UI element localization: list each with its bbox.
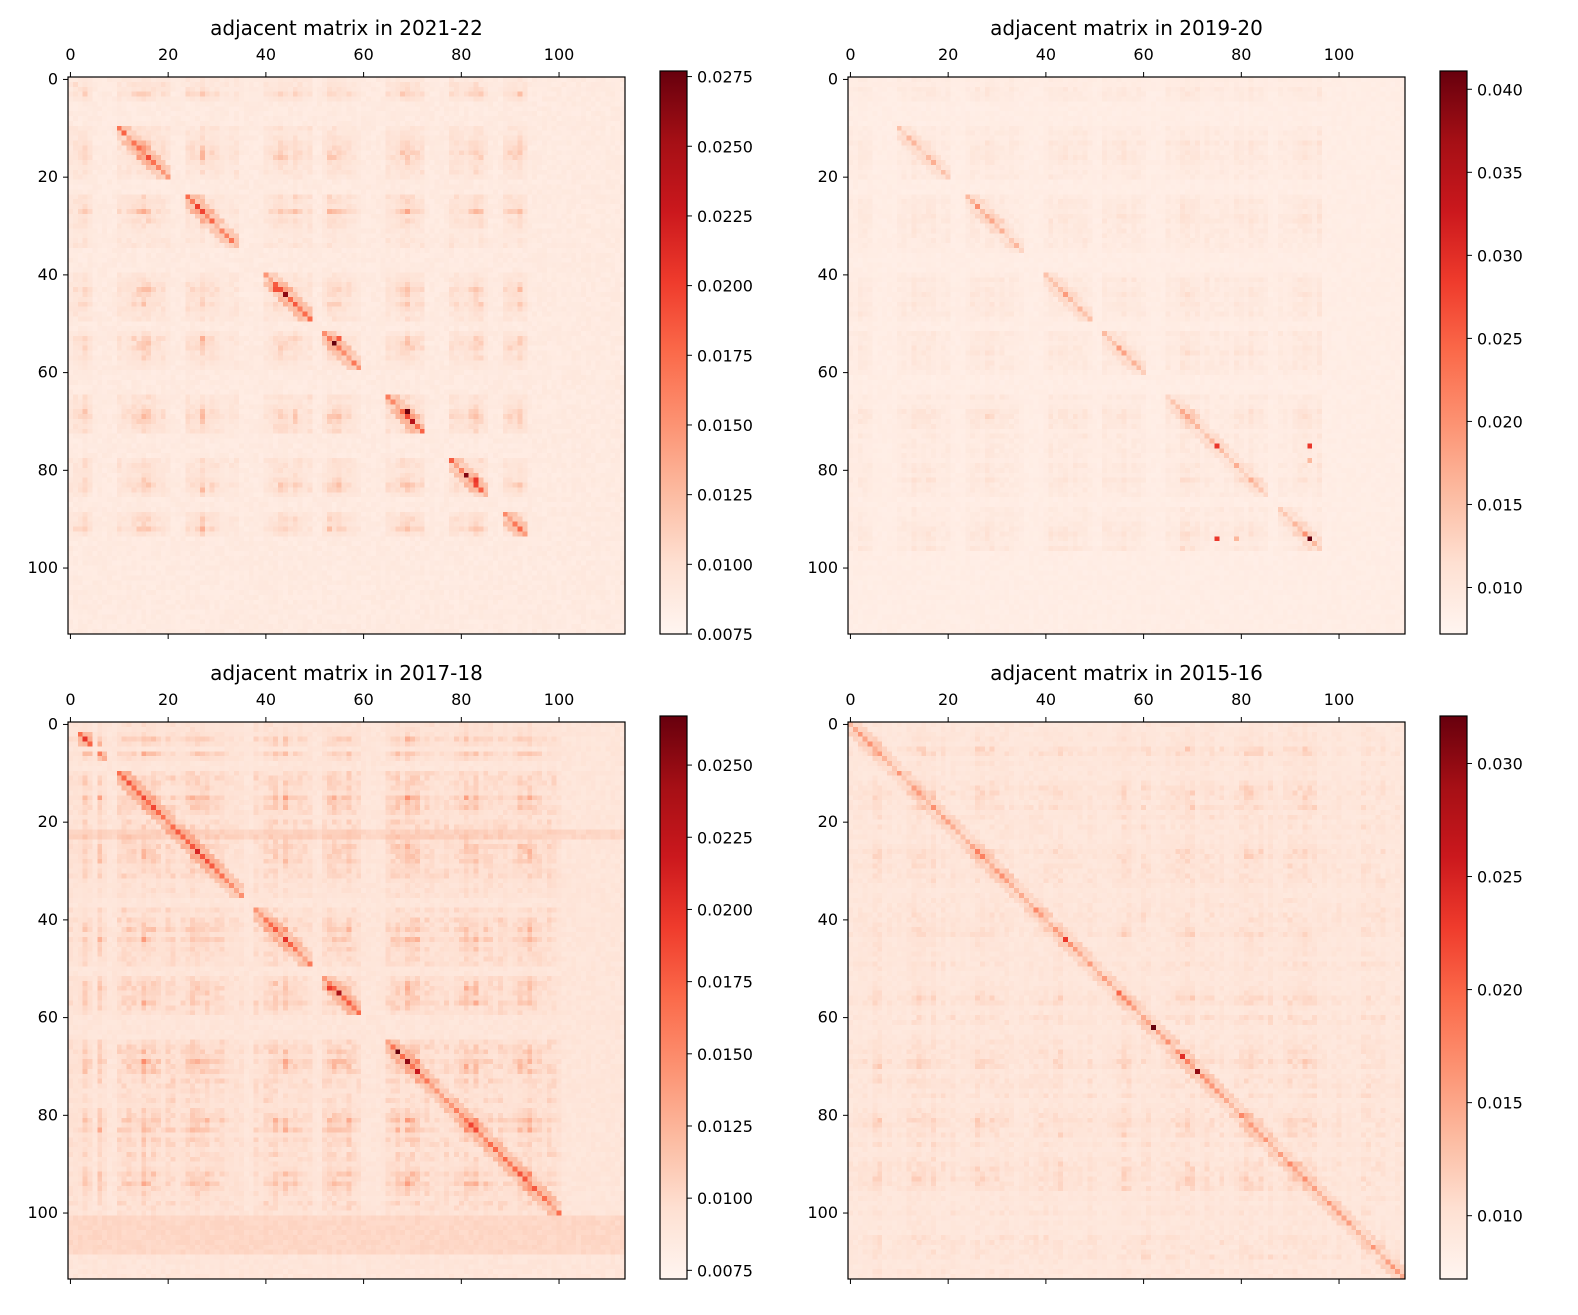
- heatmap-panel-2: adjacent matrix in 2019-20 0 20 40 60 80 100 0 2…: [807, 16, 1523, 639]
- y-tick-label: 20: [818, 812, 838, 831]
- y-tick-label: 20: [818, 167, 838, 186]
- colorbar: [1439, 715, 1468, 1280]
- colorbar-tick-label: 0.0275: [697, 68, 753, 87]
- heatmap-panel-4: adjacent matrix in 2015-16 0 20 40 60 80 100 0 2…: [807, 661, 1523, 1284]
- axes-frame: [847, 76, 1406, 635]
- x-tick-label: 0: [845, 45, 855, 64]
- x-tick-label: 20: [938, 45, 958, 64]
- heatmap-panel-3: adjacent matrix in 2017-18 0 20 40 60 80 100 0 2…: [27, 661, 753, 1284]
- colorbar-tick-label: 0.015: [1477, 495, 1523, 514]
- x-tick-label: 100: [544, 45, 575, 64]
- colorbar-tick-label: 0.0225: [697, 828, 753, 847]
- axes-frame: [847, 721, 1406, 1280]
- x-tick-label: 100: [1324, 690, 1355, 709]
- chart-title: adjacent matrix in 2019-20: [990, 16, 1263, 40]
- y-tick-label: 0: [828, 714, 838, 733]
- colorbar-tick-label: 0.020: [1477, 412, 1523, 431]
- colorbar-tick-label: 0.025: [1477, 868, 1523, 887]
- colorbar-tick-label: 0.0150: [697, 1045, 753, 1064]
- x-tick-label: 40: [1036, 45, 1056, 64]
- colorbar-tick-label: 0.0150: [697, 416, 753, 435]
- x-tick-label: 40: [256, 690, 276, 709]
- heatmap-cells: [68, 722, 625, 1279]
- x-tick-label: 0: [65, 45, 75, 64]
- y-tick-label: 100: [27, 558, 58, 577]
- colorbar: [659, 70, 688, 635]
- colorbar-tick-label: 0.010: [1477, 1207, 1523, 1226]
- x-tick-label: 80: [451, 45, 471, 64]
- y-tick-label: 80: [818, 1105, 838, 1124]
- y-tick-label: 0: [828, 69, 838, 88]
- y-tick-label: 60: [818, 1008, 838, 1027]
- colorbar-tick-label: 0.0175: [697, 346, 753, 365]
- colorbar-tick-label: 0.0175: [697, 973, 753, 992]
- colorbar-tick-label: 0.030: [1477, 754, 1523, 773]
- heatmap-panel-1: adjacent matrix in 2021-22 0 20 40 60 80 100 0 2…: [27, 16, 753, 644]
- colorbar: [659, 715, 688, 1280]
- x-tick-label: 20: [158, 690, 178, 709]
- y-tick-label: 40: [818, 265, 838, 284]
- y-tick-label: 20: [38, 167, 58, 186]
- heatmap-cells: [848, 77, 1405, 634]
- x-tick-label: 80: [451, 690, 471, 709]
- y-tick-label: 20: [38, 812, 58, 831]
- colorbar-tick-label: 0.020: [1477, 981, 1523, 1000]
- colorbar-tick-label: 0.040: [1477, 80, 1523, 99]
- colorbar-tick-label: 0.0225: [697, 207, 753, 226]
- y-tick-label: 80: [818, 460, 838, 479]
- x-tick-label: 20: [158, 45, 178, 64]
- x-tick-label: 60: [353, 45, 373, 64]
- x-tick-label: 80: [1231, 45, 1251, 64]
- colorbar-tick-label: 0.0075: [697, 1261, 753, 1280]
- x-tick-label: 0: [845, 690, 855, 709]
- x-tick-label: 20: [938, 690, 958, 709]
- colorbar-tick-label: 0.015: [1477, 1094, 1523, 1113]
- y-tick-label: 80: [38, 1105, 58, 1124]
- y-tick-label: 100: [27, 1203, 58, 1222]
- x-tick-label: 60: [1133, 690, 1153, 709]
- y-tick-label: 100: [807, 1203, 838, 1222]
- heatmap-cells: [68, 77, 625, 634]
- colorbar-tick-label: 0.0200: [697, 277, 753, 296]
- colorbar-tick-label: 0.0250: [697, 137, 753, 156]
- x-tick-label: 0: [65, 690, 75, 709]
- y-tick-label: 0: [48, 714, 58, 733]
- colorbar: [1439, 70, 1468, 635]
- axes-frame: [67, 76, 626, 635]
- colorbar-tick-label: 0.0075: [697, 625, 753, 644]
- chart-title: adjacent matrix in 2017-18: [210, 661, 483, 685]
- colorbar-tick-label: 0.030: [1477, 246, 1523, 265]
- colorbar-tick-label: 0.0250: [697, 756, 753, 775]
- y-tick-label: 60: [818, 363, 838, 382]
- x-tick-label: 80: [1231, 690, 1251, 709]
- y-tick-label: 40: [818, 910, 838, 929]
- colorbar-tick-label: 0.0100: [697, 1189, 753, 1208]
- y-tick-label: 40: [38, 265, 58, 284]
- colorbar-tick-label: 0.025: [1477, 329, 1523, 348]
- y-tick-label: 60: [38, 363, 58, 382]
- heatmap-cells: [848, 722, 1405, 1279]
- colorbar-tick-label: 0.0125: [697, 1117, 753, 1136]
- y-tick-label: 80: [38, 460, 58, 479]
- colorbar-tick-label: 0.0200: [697, 900, 753, 919]
- chart-title: adjacent matrix in 2015-16: [990, 661, 1263, 685]
- x-tick-label: 40: [1036, 690, 1056, 709]
- colorbar-tick-label: 0.010: [1477, 578, 1523, 597]
- y-tick-label: 60: [38, 1008, 58, 1027]
- y-tick-label: 100: [807, 558, 838, 577]
- x-tick-label: 40: [256, 45, 276, 64]
- colorbar-tick-label: 0.0100: [697, 555, 753, 574]
- axes-frame: [67, 721, 626, 1280]
- colorbar-tick-label: 0.0125: [697, 486, 753, 505]
- x-tick-label: 100: [1324, 45, 1355, 64]
- x-tick-label: 60: [1133, 45, 1153, 64]
- x-tick-label: 100: [544, 690, 575, 709]
- x-tick-label: 60: [353, 690, 373, 709]
- y-tick-label: 0: [48, 69, 58, 88]
- colorbar-tick-label: 0.035: [1477, 163, 1523, 182]
- chart-title: adjacent matrix in 2021-22: [210, 16, 483, 40]
- y-tick-label: 40: [38, 910, 58, 929]
